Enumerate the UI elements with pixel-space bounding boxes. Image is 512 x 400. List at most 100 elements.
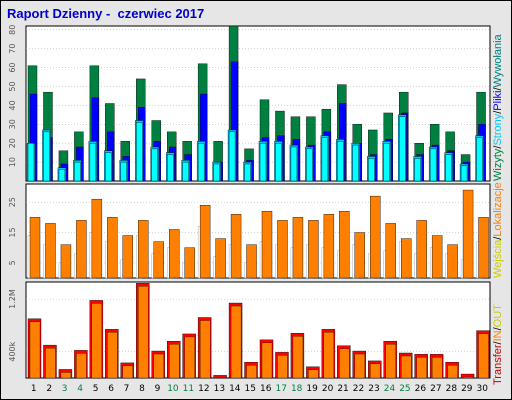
x-axis-day-label: 3 — [62, 384, 68, 394]
bar-transfer-in — [370, 363, 381, 379]
bar-sites — [76, 220, 87, 279]
bar-files — [228, 131, 236, 182]
top-panel-y-tick-label: 20 — [8, 138, 17, 148]
bar-sites — [246, 244, 257, 279]
bar-sites — [60, 244, 72, 279]
bar-files — [136, 122, 143, 182]
top-panel-y-tick-label: 80 — [8, 25, 17, 35]
bar-files — [89, 142, 97, 182]
bar-sites — [339, 211, 350, 279]
legend-middle-entry: / — [492, 236, 504, 240]
bar-files — [321, 137, 329, 182]
x-axis-day-label: 10 — [167, 384, 179, 394]
bar-transfer-in — [60, 372, 72, 379]
bar-sites — [261, 211, 273, 279]
top-panel-plot-area — [25, 25, 491, 182]
bar-files — [58, 169, 66, 182]
legend-upper-entry: Wizyty — [492, 148, 504, 181]
bar-files — [120, 161, 128, 182]
middle-panel-y-tick-label: 15 — [8, 227, 17, 237]
bar-sites — [184, 247, 195, 279]
bar-files — [445, 154, 452, 182]
bar-files — [383, 142, 390, 182]
bar-transfer-in — [76, 353, 87, 379]
bar-transfer-in — [261, 342, 273, 379]
legend-lower-entry: / — [492, 340, 504, 344]
x-axis-day-label: 22 — [353, 384, 364, 394]
bar-files — [429, 148, 437, 182]
bar-transfer-in — [184, 336, 195, 379]
legend-lower: Transfer/IN/OUT — [492, 304, 504, 385]
bar-transfer-in — [230, 305, 242, 379]
x-axis-day-label: 24 — [384, 384, 396, 394]
bar-transfer-in — [246, 365, 257, 379]
bar-files — [275, 142, 282, 182]
bar-transfer-in — [91, 303, 103, 379]
bar-transfer-in — [292, 336, 304, 379]
bar-files — [368, 158, 375, 182]
bar-transfer-in — [122, 365, 133, 379]
bottom-panel-y-tick-label: 1.2M — [8, 289, 17, 309]
bar-transfer-in — [385, 344, 396, 379]
x-axis-day-label: 11 — [183, 384, 194, 394]
legend-upper-entry: Wywołania — [492, 33, 504, 87]
bar-sites — [292, 217, 304, 279]
legend-upper-entry: / — [492, 87, 504, 91]
bar-sites — [308, 220, 319, 279]
bar-transfer-in — [169, 344, 180, 379]
bar-files — [290, 146, 298, 182]
x-axis-day-label: 17 — [275, 384, 286, 394]
bar-sites — [153, 241, 164, 279]
bar-transfer-in — [199, 320, 211, 379]
bar-files — [197, 142, 205, 182]
x-axis-day-label: 21 — [337, 384, 348, 394]
x-axis-day-label: 29 — [461, 384, 473, 394]
bar-sites — [478, 217, 489, 279]
bar-sites — [354, 232, 365, 279]
bar-files — [166, 154, 174, 182]
bar-sites — [416, 220, 427, 279]
bar-files — [399, 116, 406, 182]
x-axis-day-label: 9 — [155, 384, 161, 394]
bar-sites — [122, 235, 134, 279]
top-panel-y-tick-label: 30 — [8, 119, 17, 129]
legend-upper-entry: / — [492, 145, 504, 149]
bar-sites — [401, 238, 412, 279]
bar-sites — [138, 220, 149, 279]
legend-upper: Wizyty/Strony/Pliki/Wywołania — [492, 33, 504, 181]
bar-transfer-in — [308, 369, 319, 379]
x-axis-day-label: 15 — [245, 384, 256, 394]
middle-panel-y-tick-label: 25 — [8, 197, 17, 207]
bar-sites — [431, 235, 443, 279]
legend-middle-entry: Lokalizacje — [492, 182, 504, 236]
bar-files — [213, 163, 220, 182]
bar-sites — [323, 214, 335, 279]
x-axis-day-label: 4 — [77, 384, 83, 394]
x-axis-day-label: 12 — [198, 384, 209, 394]
x-axis-day-label: 14 — [229, 384, 241, 394]
bar-transfer-in — [431, 357, 443, 379]
bar-files — [337, 141, 344, 182]
bar-sites — [230, 214, 242, 279]
x-axis-day-label: 27 — [430, 384, 441, 394]
legend-upper-entry: / — [492, 110, 504, 114]
middle-panel-plot-area — [25, 183, 491, 279]
bar-sites — [29, 217, 41, 279]
x-axis-day-label: 18 — [291, 384, 303, 394]
bar-transfer-in — [478, 333, 489, 379]
bar-transfer-in — [401, 355, 412, 379]
middle-panel-y-tick-label: 5 — [8, 260, 17, 265]
bar-sites — [107, 217, 118, 279]
bar-sites — [277, 220, 288, 279]
legend-lower-entry: IN — [492, 330, 504, 341]
x-axis-day-label: 6 — [108, 384, 114, 394]
bar-files — [74, 161, 81, 182]
x-axis-day-label: 30 — [477, 384, 489, 394]
bar-sites — [462, 189, 474, 279]
bar-transfer-in — [462, 376, 474, 379]
bar-files — [43, 131, 50, 182]
legend-middle: Wejścia/Lokalizacje — [492, 182, 504, 278]
bar-transfer-in — [138, 286, 149, 379]
